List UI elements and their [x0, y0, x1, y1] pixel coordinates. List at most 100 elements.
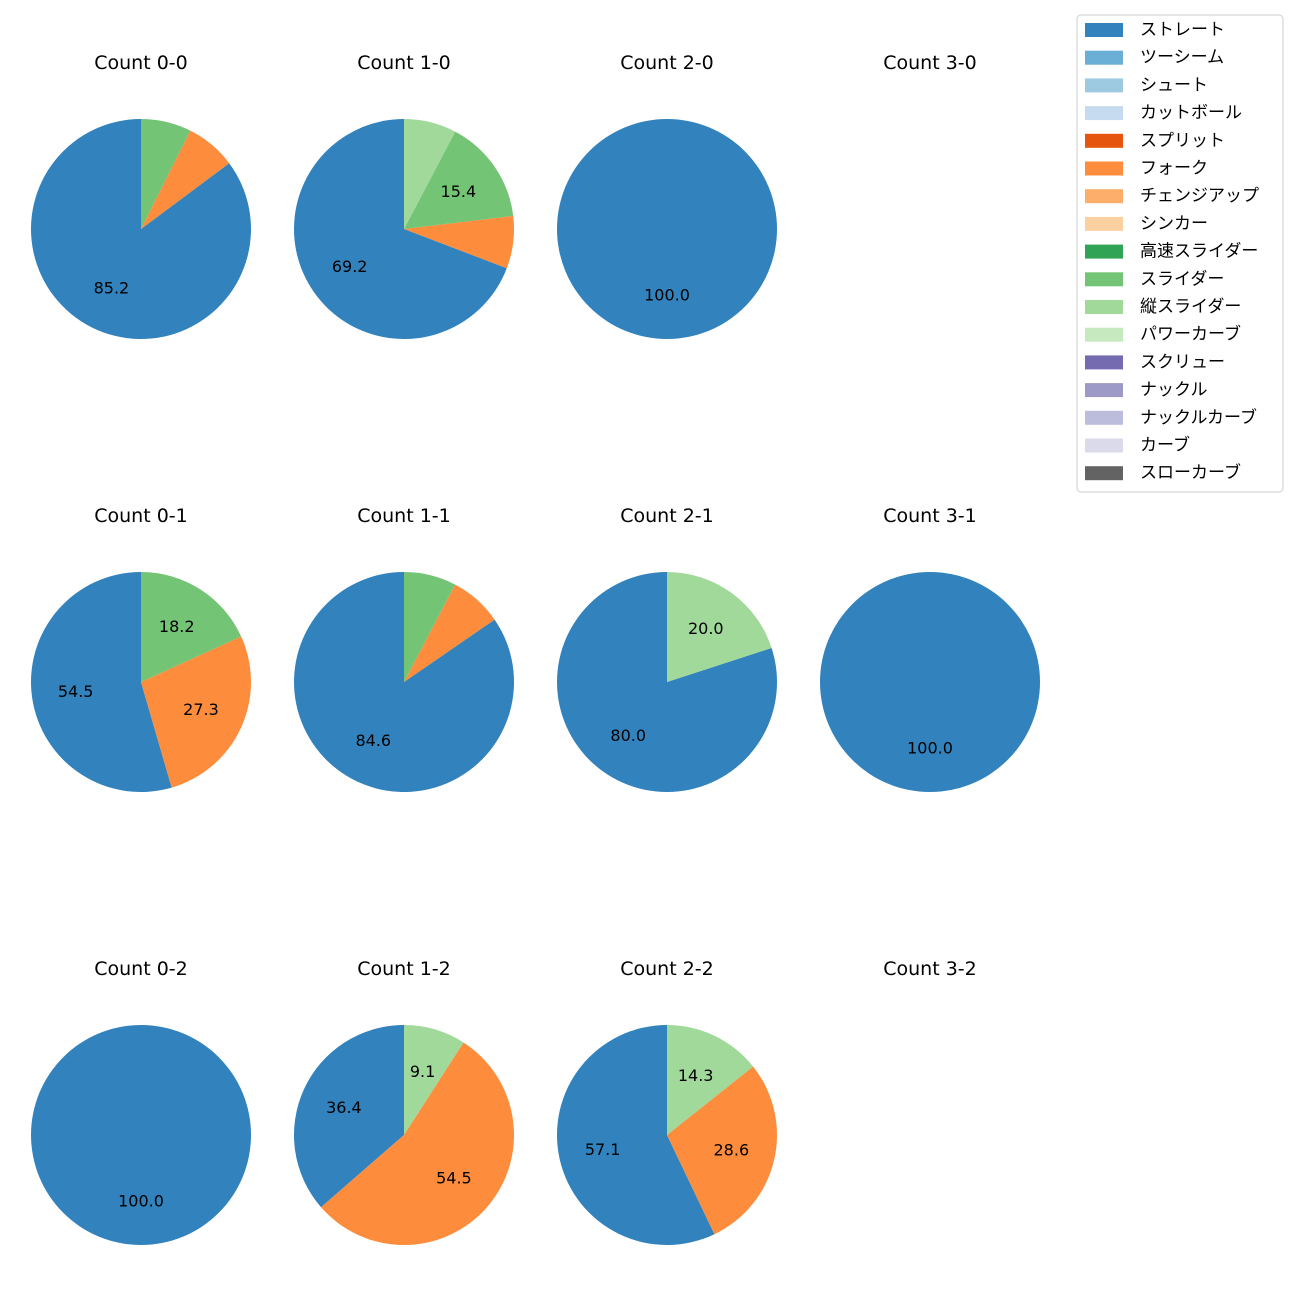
pie-slice — [321, 1042, 515, 1246]
pie-slice — [404, 572, 456, 682]
legend-item: スプリット — [1085, 131, 1225, 151]
pie-title: Count 2-0 — [620, 52, 714, 74]
slice-label: 100.0 — [907, 739, 953, 758]
slice-label: 85.2 — [94, 278, 130, 297]
pie-chart: Count 2-1 80.0 20.0 — [557, 505, 778, 792]
legend-swatch — [1085, 78, 1123, 93]
pie-slice — [30, 119, 251, 339]
pie-slice — [667, 1025, 754, 1135]
legend-label: チェンジアップ — [1140, 186, 1259, 206]
legend-swatch — [1085, 300, 1123, 314]
slice-label: 54.5 — [58, 682, 94, 701]
pie-slice — [820, 572, 1040, 792]
legend-swatch — [1085, 438, 1123, 453]
legend-label: シンカー — [1140, 214, 1208, 234]
pie-slice — [667, 1066, 777, 1235]
pie-slice — [404, 215, 515, 269]
slice-label: 9.1 — [410, 1062, 435, 1081]
slice-label: 57.1 — [585, 1140, 621, 1159]
legend-label: ナックルカーブ — [1140, 407, 1257, 428]
legend-swatch — [1085, 410, 1123, 425]
slice-label: 84.6 — [355, 731, 391, 750]
legend-label: フォーク — [1140, 159, 1208, 179]
legend-item: シュート — [1085, 75, 1208, 95]
slice-label: 27.3 — [183, 700, 219, 719]
slice-label: 18.2 — [159, 617, 195, 636]
pie-chart: Count 3-1 100.0 — [820, 505, 1040, 792]
pie-slice — [404, 584, 495, 682]
pie-slice — [31, 1025, 251, 1245]
legend-item: 縦スライダー — [1085, 297, 1241, 317]
pie-title: Count 1-0 — [357, 52, 451, 74]
pie-slice — [294, 572, 515, 792]
pie-chart: Count 1-2 36.4 54.5 9.1 — [294, 958, 515, 1246]
pie-chart: Count 2-2 57.1 28.6 14.3 — [556, 958, 777, 1246]
legend-label: カットボール — [1140, 103, 1242, 123]
legend-label: ナックル — [1140, 380, 1208, 400]
pie-title: Count 0-2 — [94, 958, 188, 980]
pie-slice — [404, 131, 514, 229]
pie-title: Count 2-1 — [620, 505, 714, 527]
slice-label: 80.0 — [610, 726, 646, 745]
legend-label: スクリュー — [1140, 352, 1225, 372]
slice-label: 69.2 — [332, 257, 368, 276]
legend-label: スローカーブ — [1140, 462, 1241, 483]
pie-slice — [30, 572, 172, 792]
pie-slice — [667, 572, 772, 682]
legend-swatch — [1085, 272, 1123, 287]
legend-item: カットボール — [1085, 103, 1242, 123]
legend-label: スプリット — [1140, 131, 1225, 151]
pie-slice — [404, 1025, 464, 1135]
pie-slice — [141, 119, 191, 229]
pie-slice — [556, 1025, 715, 1246]
legend-item: ツーシーム — [1085, 48, 1224, 68]
legend-item: ナックル — [1085, 380, 1208, 400]
legend-swatch — [1085, 327, 1123, 342]
pie-slice — [404, 119, 456, 229]
pies-group: Count 0-0 85.2 Count 1-0 69.2 15.4 Count 2-0 1… — [30, 52, 1040, 1246]
pie-slice — [557, 119, 777, 339]
legend-swatch — [1085, 23, 1123, 37]
legend-label: シュート — [1140, 75, 1208, 95]
pie-title: Count 3-0 — [883, 52, 977, 74]
legend-swatch — [1085, 133, 1123, 148]
legend-frame — [1076, 14, 1284, 493]
pie-title: Count 3-2 — [883, 958, 977, 980]
pie-chart: Count 0-2 100.0 — [31, 958, 251, 1245]
pie-title: Count 2-2 — [620, 958, 714, 980]
legend-label: スライダー — [1140, 269, 1224, 289]
slice-label: 28.6 — [714, 1140, 750, 1159]
legend-label: 高速スライダー — [1140, 242, 1258, 262]
legend-swatch — [1085, 355, 1123, 370]
pie-title: Count 1-2 — [357, 958, 451, 980]
legend-label: パワーカーブ — [1140, 324, 1241, 345]
legend-label: ツーシーム — [1140, 48, 1224, 68]
slice-label: 54.5 — [436, 1169, 472, 1188]
legend-item: スローカーブ — [1085, 462, 1241, 483]
pie-slice — [141, 636, 251, 788]
slice-label: 36.4 — [326, 1098, 362, 1117]
pie-title: Count 0-0 — [94, 52, 188, 74]
pie-chart: Count 0-1 54.5 27.3 18.2 — [30, 505, 251, 792]
legend-label: 縦スライダー — [1140, 297, 1241, 317]
legend-swatch — [1085, 106, 1123, 121]
pie-slice — [141, 572, 242, 682]
pie-chart: Count 0-0 85.2 — [30, 52, 251, 339]
legend-swatch — [1085, 189, 1123, 204]
legend-swatch — [1085, 244, 1123, 259]
slice-label: 14.3 — [678, 1066, 714, 1085]
pie-chart: Count 3-2 — [883, 958, 977, 980]
legend-item: スライダー — [1085, 269, 1224, 289]
pie-slice — [141, 130, 230, 229]
legend-label: カーブ — [1140, 435, 1190, 456]
legend: ストレートツーシームシュートカットボールスプリットフォークチェンジアップシンカー… — [1076, 14, 1284, 493]
pie-chart: Count 2-0 100.0 — [557, 52, 777, 339]
slice-label: 20.0 — [688, 619, 724, 638]
slice-label: 15.4 — [441, 182, 477, 201]
pie-title: Count 3-1 — [883, 505, 977, 527]
legend-item: ストレート — [1085, 20, 1225, 40]
legend-swatch — [1085, 50, 1123, 65]
legend-swatch — [1085, 383, 1123, 398]
legend-label: ストレート — [1140, 20, 1225, 40]
